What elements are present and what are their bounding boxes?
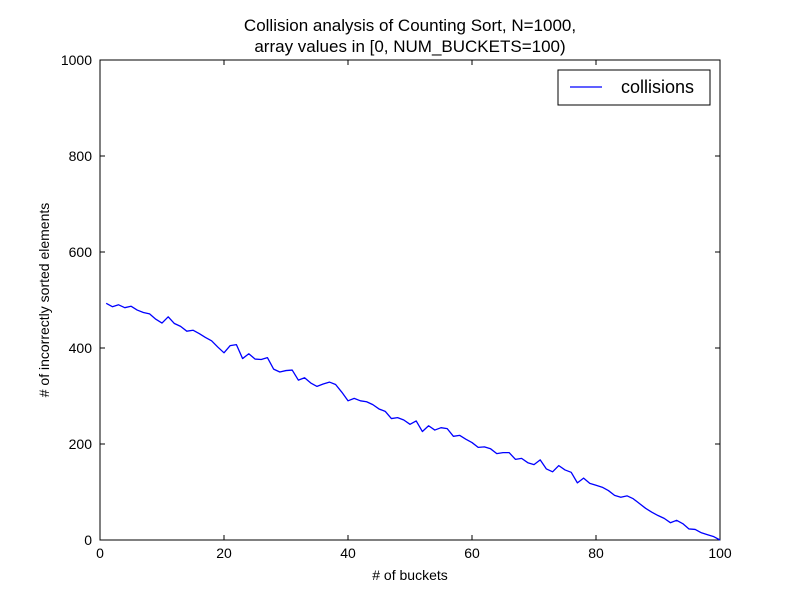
y-axis-label: # of incorrectly sorted elements [36, 203, 52, 398]
legend: collisions [557, 69, 711, 106]
x-axis-label: # of buckets [372, 567, 448, 583]
chart-title-line2: array values in [0, NUM_BUCKETS=100) [254, 37, 565, 56]
x-tick-label: 40 [340, 545, 356, 561]
legend-label-collisions: collisions [621, 77, 694, 97]
y-tick-label: 800 [69, 148, 93, 164]
x-tick-label: 60 [464, 545, 480, 561]
x-tick-label: 80 [588, 545, 604, 561]
y-tick-label: 200 [69, 436, 93, 452]
x-tick-label: 0 [96, 545, 104, 561]
series-layer [105, 302, 721, 541]
y-tick-label: 400 [69, 340, 93, 356]
chart-title: Collision analysis of Counting Sort, N=1… [244, 16, 576, 56]
y-tick-label: 0 [84, 532, 92, 548]
x-tick-label: 100 [708, 545, 732, 561]
plot-area [99, 59, 721, 541]
y-tick-label: 1000 [61, 52, 92, 68]
y-axis: 0 200 400 600 800 1000 [61, 52, 720, 548]
series-line-collisions [105, 302, 721, 541]
x-axis: 0 20 40 60 80 100 [96, 60, 732, 561]
y-tick-label: 600 [69, 244, 93, 260]
x-tick-label: 20 [216, 545, 232, 561]
chart-title-line1: Collision analysis of Counting Sort, N=1… [244, 16, 576, 35]
plot-frame [99, 59, 721, 541]
